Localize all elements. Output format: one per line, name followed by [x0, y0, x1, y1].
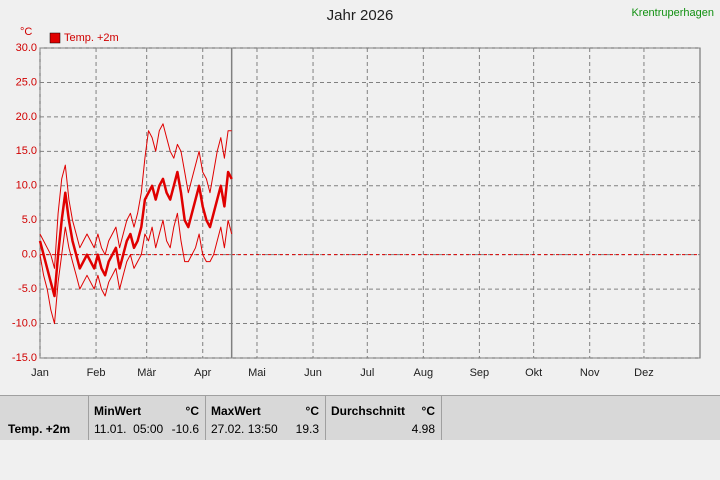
stat-time: 11.01. 05:00: [94, 422, 164, 436]
stat-unit: °C: [421, 404, 435, 418]
y-tick-label: 0.0: [22, 249, 37, 261]
x-tick-label: Mär: [137, 367, 156, 379]
footer-cell: Temp. +2m: [0, 396, 89, 440]
y-tick-label: 15.0: [16, 145, 37, 157]
stat-value: 4.98: [411, 422, 435, 436]
stat-unit: °C: [185, 404, 199, 418]
x-tick-label: Nov: [580, 367, 600, 379]
y-tick-label: -10.0: [12, 317, 37, 329]
x-tick-label: Sep: [470, 367, 490, 379]
temperature-line: [39, 212, 233, 325]
stat-title: MaxWert: [211, 404, 261, 418]
x-tick-label: Jan: [31, 367, 49, 379]
stat-unit: °C: [305, 404, 319, 418]
x-tick-label: Okt: [525, 367, 542, 379]
x-tick-label: Jul: [360, 367, 374, 379]
legend-swatch: [49, 32, 61, 44]
footer-cell: MaxWert °C 27.02. 13:50 19.3: [205, 396, 326, 440]
y-tick-label: 20.0: [16, 111, 37, 123]
chart: Jahr 2026 Krentruperhagen °C 30.0 25.0 20.…: [12, 7, 714, 379]
page: Jahr 2026 Krentruperhagen °C 30.0 25.0 20.…: [0, 6, 720, 440]
y-tick-label: 25.0: [16, 76, 37, 88]
footer-series: Temp. +2m: [8, 422, 71, 436]
legend-label: Temp. +2m: [64, 32, 119, 44]
temperature-line: [38, 170, 233, 298]
x-tick-label: Jun: [304, 367, 322, 379]
y-tick-label: 5.0: [22, 214, 37, 226]
stat-value: 19.3: [295, 422, 319, 436]
stat-value: -10.6: [171, 422, 199, 436]
footer-cell: Durchschnitt °C 4.98: [325, 396, 442, 440]
y-tick-label: -5.0: [18, 283, 37, 295]
stat-title: Durchschnitt: [331, 404, 406, 418]
x-tick-label: Mai: [248, 367, 266, 379]
chart-title: Jahr 2026: [327, 7, 394, 24]
x-tick-label: Apr: [194, 367, 211, 379]
x-tick-label: Feb: [87, 367, 106, 379]
y-tick-label: 10.0: [16, 180, 37, 192]
temperature-line: [39, 123, 232, 269]
y-tick-label: 30.0: [16, 42, 37, 54]
stat-title: MinWert: [94, 404, 142, 418]
y-tick-label: -15.0: [12, 352, 37, 364]
y-axis-label: °C: [20, 26, 32, 38]
x-tick-label: Aug: [414, 367, 434, 379]
x-tick-label: Dez: [634, 367, 654, 379]
footer: Temp. +2m MinWert °C 11.01. 05:00 -10.6 …: [0, 395, 720, 440]
station-name: Krentruperhagen: [631, 7, 714, 19]
stat-time: 27.02. 13:50: [211, 422, 278, 436]
footer-cell: MinWert °C 11.01. 05:00 -10.6: [88, 396, 206, 440]
